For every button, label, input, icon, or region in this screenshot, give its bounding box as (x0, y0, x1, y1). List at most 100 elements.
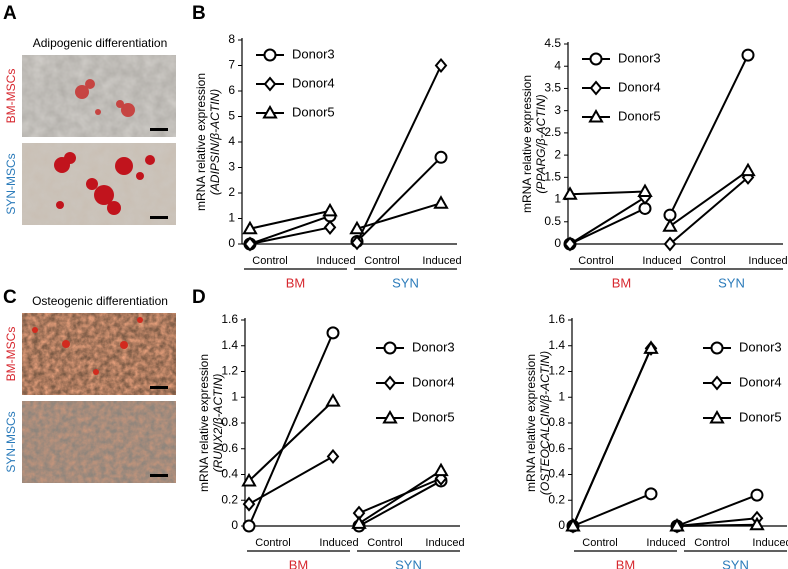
y-tick-label: 3 (228, 160, 235, 174)
series-line (358, 469, 442, 525)
y-tick-label: 4.5 (544, 36, 561, 50)
scale-bar (150, 474, 168, 477)
series-line (572, 347, 652, 527)
marker (644, 487, 658, 501)
chart: 0 0.5 1 1.5 2 2.5 3 3.5 4 4.5 mRNA relative expres… (520, 36, 787, 290)
y-tick-label: 6 (228, 83, 235, 97)
legend-marker (383, 375, 397, 391)
x-tick-label: Control (582, 537, 617, 549)
osteogenic-images: Osteogenic differentiation BM-MSCs SYN-M… (4, 294, 176, 483)
row-label: SYN-MSCs (4, 153, 18, 214)
marker (663, 236, 677, 252)
legend-label: Donor4 (412, 374, 455, 389)
group-label: SYN (392, 275, 419, 290)
marker (326, 448, 340, 465)
y-axis-label: (OSTEOCALCIN/β-ACTIN) (538, 351, 552, 495)
legend-marker (589, 80, 603, 96)
micrograph-texture (22, 55, 176, 137)
x-tick-label: Control (252, 255, 287, 267)
series-line (248, 455, 334, 505)
legend-marker (589, 52, 603, 66)
y-tick-label: 0.4 (548, 467, 565, 481)
y-tick-label: 7 (228, 58, 235, 72)
scale-bar (150, 216, 168, 219)
x-tick-label: Control (364, 255, 399, 267)
y-tick-label: 4 (554, 58, 561, 72)
legend-marker (710, 375, 724, 391)
y-tick-label: 0.5 (544, 214, 561, 228)
row-label: SYN-MSCs (4, 411, 18, 472)
marker (242, 496, 256, 512)
y-tick-label: 4 (228, 134, 235, 148)
series-line (569, 190, 646, 196)
legend-label: Donor3 (412, 339, 455, 354)
series-line (676, 523, 758, 527)
y-tick-label: 0.4 (221, 467, 238, 481)
marker (563, 236, 577, 252)
marker (669, 517, 685, 532)
row-label: BM-MSCs (4, 327, 18, 382)
legend-label: Donor4 (739, 374, 782, 389)
marker (662, 218, 678, 232)
y-tick-label: 1.4 (548, 338, 565, 352)
y-tick-label: 2 (554, 147, 561, 161)
group-label: BM (289, 557, 309, 569)
marker (243, 236, 257, 252)
y-axis-label: mRNA relative expression (197, 354, 211, 492)
micrograph-texture (22, 313, 176, 395)
marker (242, 220, 258, 235)
y-tick-label: 0.8 (221, 415, 238, 429)
marker (241, 472, 257, 487)
marker (433, 462, 449, 477)
y-tick-label: 0.6 (548, 441, 565, 455)
y-tick-label: 1.4 (221, 338, 238, 352)
panel-labels: A B C D (3, 3, 206, 308)
x-tick-label: Induced (752, 537, 788, 549)
y-tick-label: 8 (228, 32, 235, 46)
y-tick-label: 1.6 (548, 312, 565, 326)
y-tick-label: 0 (228, 236, 235, 250)
y-tick-label: 0 (554, 236, 561, 250)
y-axis-label: mRNA relative expression (520, 75, 534, 213)
micrograph-texture (22, 401, 176, 483)
chart: 0 0.2 0.4 0.6 0.8 1 1.2 1.4 1.6 mRNA relative exp… (197, 312, 464, 569)
y-tick-label: 2 (228, 185, 235, 199)
marker (326, 326, 340, 340)
marker (242, 519, 256, 533)
series-line (669, 176, 749, 245)
marker (325, 393, 341, 407)
series-line (249, 215, 331, 245)
legend-label: Donor4 (292, 75, 335, 90)
legend-label: Donor5 (412, 409, 455, 424)
panel-label: C (3, 287, 17, 308)
marker (749, 516, 765, 531)
series-line (248, 332, 334, 527)
series-line (249, 209, 331, 230)
legend-marker (382, 409, 398, 424)
legend-marker (263, 76, 277, 92)
y-tick-label: 1.2 (548, 364, 565, 378)
y-axis-label: (RUNX2/β-ACTIN) (211, 374, 225, 473)
series-line (669, 169, 749, 228)
marker (750, 488, 764, 502)
group-label: SYN (722, 557, 749, 569)
marker (351, 515, 367, 529)
y-tick-label: 1 (231, 389, 238, 403)
image-title: Osteogenic differentiation (32, 294, 168, 308)
mineral-stain (32, 317, 143, 375)
series-line (676, 494, 758, 527)
x-tick-label: Control (690, 255, 725, 267)
lipid-stain (75, 79, 135, 117)
panel-label: A (3, 3, 17, 24)
panel-label: B (192, 3, 206, 24)
x-tick-label: Induced (319, 537, 358, 549)
series-line (356, 65, 442, 244)
group-label: BM (612, 275, 632, 290)
y-tick-label: 0.2 (548, 492, 565, 506)
legend-label: Donor3 (739, 339, 782, 354)
x-tick-label: Induced (422, 255, 461, 267)
legend-label: Donor3 (618, 50, 661, 65)
series-line (358, 477, 442, 515)
legend-marker (262, 104, 278, 119)
